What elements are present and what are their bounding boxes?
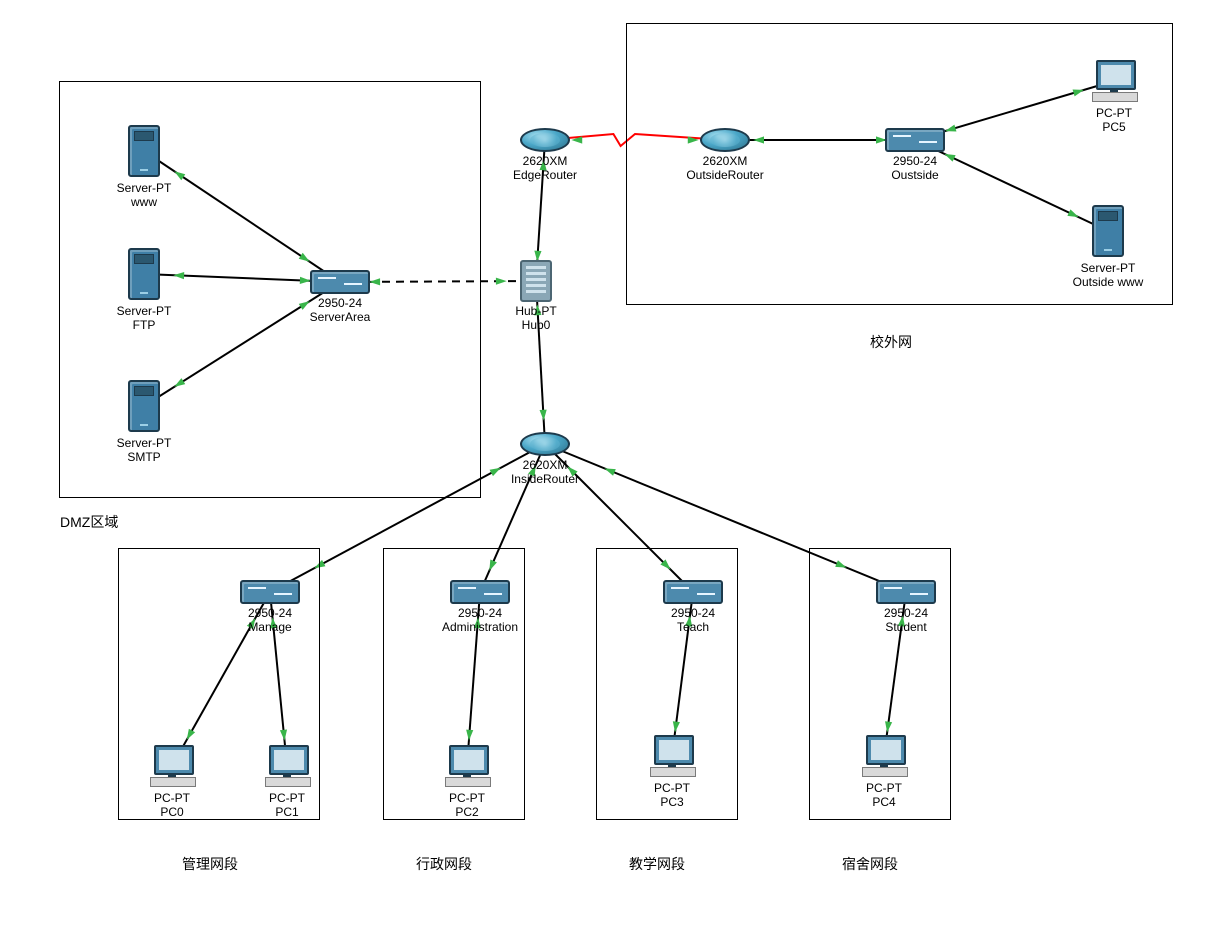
node-label-type: Server-PT xyxy=(117,304,172,318)
switch-icon xyxy=(240,580,300,604)
node-label-type: 2950-24 xyxy=(671,606,715,620)
node-label-name: Administration xyxy=(442,620,518,634)
node-sw_teach[interactable]: 2950-24Teach xyxy=(663,580,723,604)
node-label-type: 2950-24 xyxy=(458,606,502,620)
node-r_out[interactable]: 2620XMOutsideRouter xyxy=(700,128,750,152)
pc-icon xyxy=(265,745,309,785)
region-label-outside: 校外网 xyxy=(870,332,912,352)
node-label-name: PC1 xyxy=(275,805,298,819)
pc-icon xyxy=(445,745,489,785)
pc-icon xyxy=(150,745,194,785)
node-pc4[interactable]: PC-PTPC4 xyxy=(862,735,906,775)
node-label-name: Outside www xyxy=(1073,275,1144,289)
switch-icon xyxy=(310,270,370,294)
hub-icon xyxy=(520,260,552,302)
node-label-name: EdgeRouter xyxy=(513,168,577,182)
node-label-name: Manage xyxy=(248,620,291,634)
node-label-type: PC-PT xyxy=(154,791,190,805)
node-pc5[interactable]: PC-PTPC5 xyxy=(1092,60,1136,100)
server-icon xyxy=(1092,205,1124,257)
node-label-type: 2950-24 xyxy=(884,606,928,620)
node-label-type: Server-PT xyxy=(117,436,172,450)
node-label-type: PC-PT xyxy=(654,781,690,795)
node-label-name: Student xyxy=(885,620,926,634)
node-label-type: 2620XM xyxy=(523,154,568,168)
link-status-icon xyxy=(496,278,507,285)
switch-icon xyxy=(876,580,936,604)
node-sw_server[interactable]: 2950-24ServerArea xyxy=(310,270,370,294)
router-icon xyxy=(700,128,750,152)
node-label-type: PC-PT xyxy=(1096,106,1132,120)
node-label-type: 2620XM xyxy=(703,154,748,168)
node-label-type: Hub-PT xyxy=(515,304,556,318)
node-label-name: Teach xyxy=(677,620,709,634)
router-icon xyxy=(520,128,570,152)
node-label-name: PC3 xyxy=(660,795,683,809)
node-srv_owww[interactable]: Server-PTOutside www xyxy=(1092,205,1124,257)
node-sw_stud[interactable]: 2950-24Student xyxy=(876,580,936,604)
node-sw_admin[interactable]: 2950-24Administration xyxy=(450,580,510,604)
switch-icon xyxy=(885,128,945,152)
region-label-dorm: 宿舍网段 xyxy=(842,854,898,874)
link-status-icon xyxy=(540,410,547,421)
server-icon xyxy=(128,125,160,177)
node-label-name: OutsideRouter xyxy=(686,168,763,182)
link-status-icon xyxy=(604,468,615,475)
region-label-manage: 管理网段 xyxy=(182,854,238,874)
node-srv_ftp[interactable]: Server-PTFTP xyxy=(128,248,160,300)
node-hub0[interactable]: Hub-PTHub0 xyxy=(520,260,552,302)
server-icon xyxy=(128,248,160,300)
node-label-name: PC5 xyxy=(1102,120,1125,134)
link-status-icon xyxy=(490,468,501,476)
node-label-type: Server-PT xyxy=(1081,261,1136,275)
node-r_in[interactable]: 2620XMInsideRouter xyxy=(520,432,570,456)
node-label-name: PC0 xyxy=(160,805,183,819)
topology-canvas: DMZ区域校外网管理网段行政网段教学网段宿舍网段 Server-PTwwwSer… xyxy=(0,0,1224,925)
pc-icon xyxy=(650,735,694,775)
node-label-name: FTP xyxy=(133,318,156,332)
switch-icon xyxy=(663,580,723,604)
node-label-type: 2950-24 xyxy=(318,296,362,310)
server-icon xyxy=(128,380,160,432)
region-label-teach: 教学网段 xyxy=(629,854,685,874)
node-r_edge[interactable]: 2620XMEdgeRouter xyxy=(520,128,570,152)
node-label-name: SMTP xyxy=(127,450,160,464)
node-label-type: 2950-24 xyxy=(248,606,292,620)
node-label-type: PC-PT xyxy=(269,791,305,805)
node-srv_www[interactable]: Server-PTwww xyxy=(128,125,160,177)
node-pc0[interactable]: PC-PTPC0 xyxy=(150,745,194,785)
node-label-type: PC-PT xyxy=(866,781,902,795)
node-sw_out[interactable]: 2950-24Oustside xyxy=(885,128,945,152)
node-label-name: Oustside xyxy=(891,168,938,182)
node-label-type: Server-PT xyxy=(117,181,172,195)
node-label-name: www xyxy=(131,195,157,209)
node-label-name: Hub0 xyxy=(522,318,551,332)
router-icon xyxy=(520,432,570,456)
node-label-name: PC4 xyxy=(872,795,895,809)
switch-icon xyxy=(450,580,510,604)
node-srv_smtp[interactable]: Server-PTSMTP xyxy=(128,380,160,432)
region-label-admin: 行政网段 xyxy=(416,854,472,874)
node-label-type: 2620XM xyxy=(523,458,568,472)
pc-icon xyxy=(1092,60,1136,100)
node-label-name: InsideRouter xyxy=(511,472,579,486)
pc-icon xyxy=(862,735,906,775)
node-label-name: ServerArea xyxy=(310,310,371,324)
node-pc3[interactable]: PC-PTPC3 xyxy=(650,735,694,775)
node-label-name: PC2 xyxy=(455,805,478,819)
node-pc1[interactable]: PC-PTPC1 xyxy=(265,745,309,785)
node-label-type: 2950-24 xyxy=(893,154,937,168)
node-label-type: PC-PT xyxy=(449,791,485,805)
region-label-dmz: DMZ区域 xyxy=(60,512,118,532)
link-status-icon xyxy=(571,136,582,143)
node-sw_mgmt[interactable]: 2950-24Manage xyxy=(240,580,300,604)
node-pc2[interactable]: PC-PTPC2 xyxy=(445,745,489,785)
